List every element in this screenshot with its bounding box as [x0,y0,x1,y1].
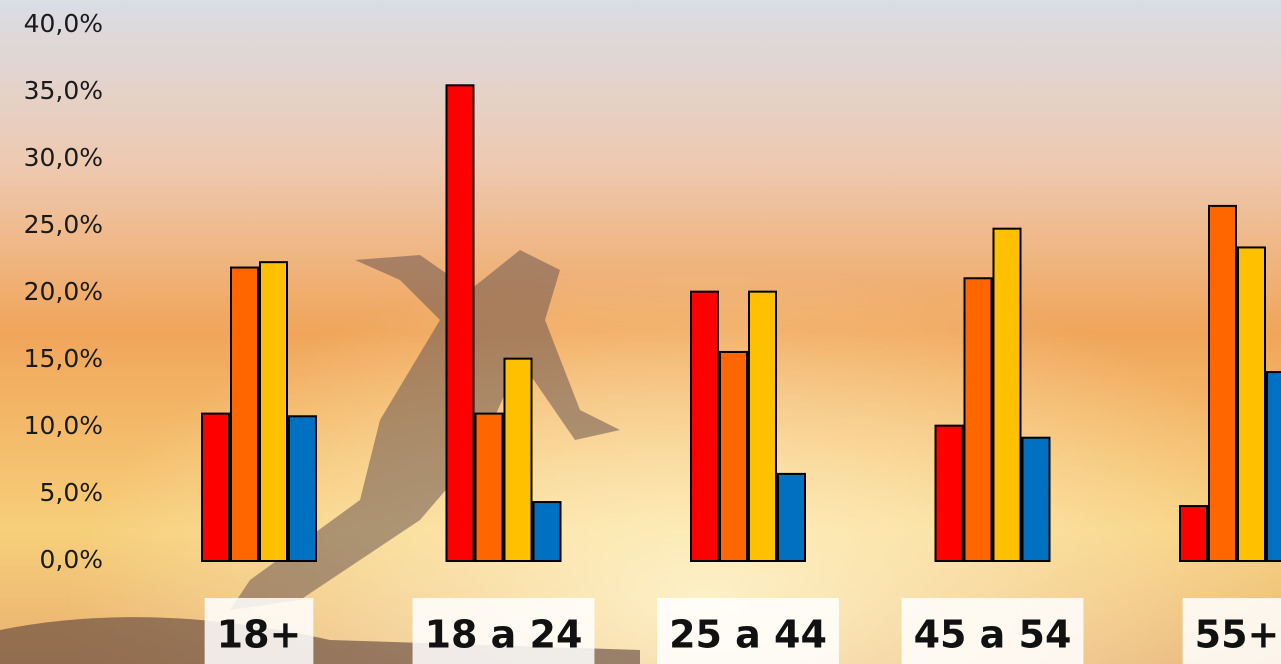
x-tick-label: 18+ [217,613,302,657]
bar [474,412,504,562]
bar [503,357,533,562]
runner-silhouette [230,250,620,610]
bar [963,277,993,562]
category-label-box [901,598,1084,664]
category-label-box [1182,598,1281,664]
y-tick-label: 40,0% [24,9,103,38]
bar [777,472,806,562]
y-tick-label: 25,0% [24,210,103,239]
y-tick-label: 20,0% [24,277,103,306]
bar [1021,436,1051,562]
y-tick-label: 5,0% [39,478,103,507]
bar [748,290,777,562]
bar [288,415,317,562]
bar [1179,505,1208,562]
bar [532,501,562,563]
category-label-box [204,598,314,664]
bar [992,227,1022,562]
x-tick-label: 18 a 24 [425,613,583,657]
y-tick-label: 0,0% [39,545,103,574]
bar [201,412,230,562]
bar [259,261,288,562]
y-tick-label: 30,0% [24,143,103,172]
bar [934,424,964,562]
category-label-box [657,598,839,664]
x-tick-label: 25 a 44 [669,613,827,657]
y-tick-label: 10,0% [24,411,103,440]
bar [1266,371,1281,562]
bar [445,84,475,563]
bar [690,290,719,562]
x-tick-label: 55+ [1195,613,1280,657]
category-label-box [412,598,595,664]
bar [1208,204,1237,562]
x-tick-label: 45 a 54 [914,613,1072,657]
y-tick-label: 35,0% [24,76,103,105]
y-tick-label: 15,0% [24,344,103,373]
bar [230,266,259,562]
bar [1237,246,1266,562]
bar [719,350,748,562]
